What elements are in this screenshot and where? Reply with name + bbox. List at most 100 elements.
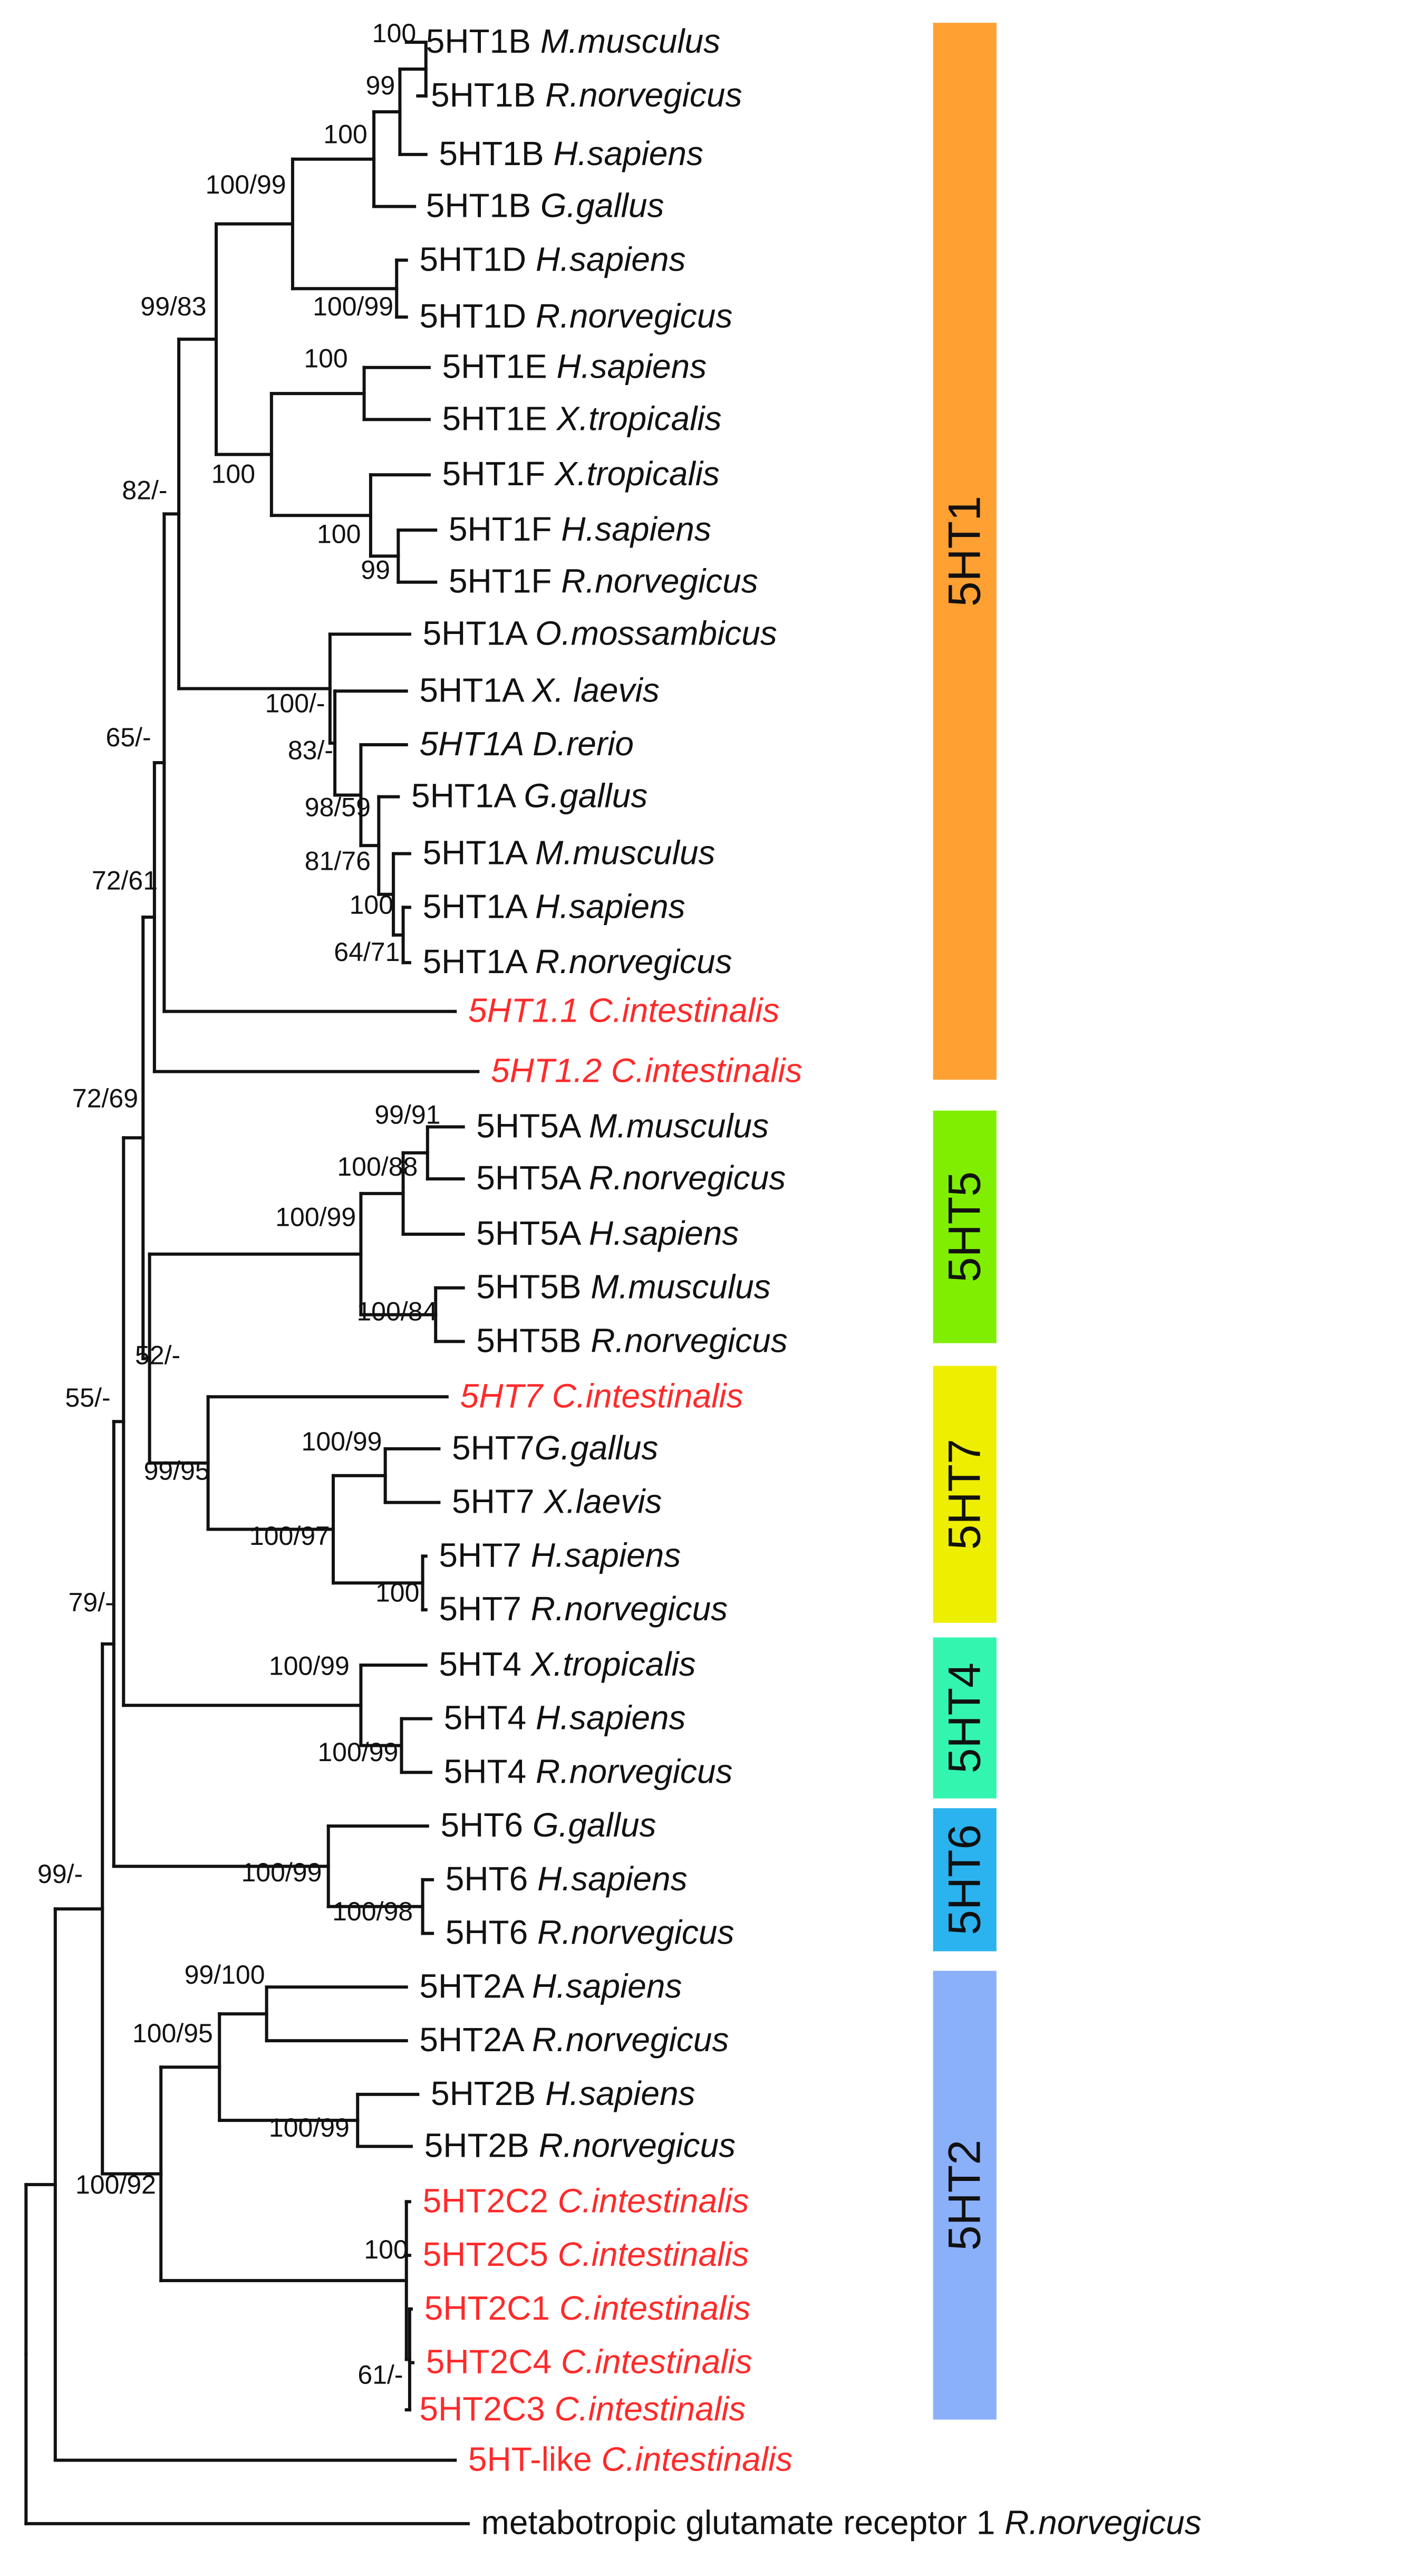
support-value-s_2c_sub: 61/-	[357, 2360, 403, 2390]
taxon-label-t_1a_om: 5HT1A O.mossambicus	[423, 614, 777, 652]
taxon-label-t_5b_rn: 5HT5B R.norvegicus	[476, 1321, 787, 1359]
clade-bar-5ht4	[933, 1637, 997, 1799]
species-name: R.norvegicus	[532, 2021, 729, 2059]
support-value-s_7_hsrn: 100	[375, 1578, 419, 1608]
taxon-label-t_1a_rn: 5HT1A R.norvegicus	[423, 943, 732, 981]
species-name: R.norvegicus	[1004, 2504, 1202, 2542]
gene-name: metabotropic glutamate receptor 1	[481, 2504, 1005, 2542]
taxon-label-t_5b_mm: 5HT5B M.musculus	[476, 1268, 770, 1306]
species-name: M.musculus	[589, 1107, 769, 1145]
gene-name: 5HT2A	[419, 2021, 531, 2059]
species-name: R.norvegicus	[545, 76, 742, 114]
taxon-label-t_1f_rn: 5HT1F R.norvegicus	[449, 562, 758, 600]
gene-name: 5HT1B	[426, 187, 540, 225]
taxon-label-t_7_gg: 5HT7G.gallus	[452, 1429, 658, 1467]
support-value-s_1b_mmrnhs: 99	[366, 71, 395, 100]
gene-name: 5HT1A	[411, 777, 524, 815]
tree-branches	[24, 41, 480, 2525]
support-values: 10099100100/99100/991009910010099/83100/…	[37, 18, 440, 2389]
species-name: H.sapiens	[536, 1699, 686, 1737]
taxon-label-t_6_hs: 5HT6 H.sapiens	[446, 1860, 688, 1898]
species-name: R.norvegicus	[535, 943, 732, 981]
support-value-s_1a_top: 100/-	[265, 688, 325, 718]
gene-name: 5HT1F	[442, 455, 555, 493]
support-value-s_1b_mmrn: 100	[372, 18, 416, 48]
taxon-label-t_6_rn: 5HT6 R.norvegicus	[446, 1914, 735, 1952]
gene-name: 5HT1B	[431, 76, 545, 114]
clade-bar-5ht5	[933, 1110, 997, 1343]
taxon-label-t_1a_xl: 5HT1A X. laevis	[419, 671, 659, 709]
species-name: C.intestinalis	[554, 2390, 746, 2428]
clade-bars: 5HT1 5HT5 5HT7 5HT4 5HT6 5HT2	[933, 23, 997, 2420]
species-name: R.norvegicus	[536, 1752, 733, 1790]
taxon-label-t_4_xt: 5HT4 X.tropicalis	[439, 1645, 695, 1683]
species-name: C.intestinalis	[561, 2343, 752, 2381]
gene-name: 5HT4	[444, 1752, 536, 1790]
species-name: M.musculus	[591, 1268, 770, 1306]
gene-name: 5HT1A	[423, 834, 535, 872]
clade-label-5ht6: 5HT6	[940, 1824, 990, 1935]
gene-name: 5HT1D	[419, 240, 536, 278]
clade-label-5ht5: 5HT5	[940, 1171, 990, 1282]
support-value-s_1f_hsrn: 99	[361, 555, 390, 585]
taxon-label-t_1a_dr: 5HT1A D.rerio	[419, 725, 634, 763]
gene-name: 5HT5A	[476, 1107, 588, 1145]
support-value-s_99: 99/-	[37, 1859, 83, 1889]
species-name: H.sapiens	[553, 134, 703, 172]
taxon-label-t_mglur: metabotropic glutamate receptor 1 R.norv…	[481, 2504, 1202, 2542]
gene-name: 5HT1D	[419, 297, 536, 335]
taxon-label-t_2a_rn: 5HT2A R.norvegicus	[419, 2021, 729, 2059]
species-name: H.sapiens	[531, 1536, 681, 1574]
taxon-label-t_7_rn: 5HT7 R.norvegicus	[439, 1590, 728, 1628]
gene-name: 5HT2C1	[424, 2289, 559, 2327]
gene-name: 5HT4	[444, 1699, 536, 1737]
gene-name: 5HT2B	[424, 2126, 539, 2164]
taxon-label-t_7_hs: 5HT7 H.sapiens	[439, 1536, 681, 1574]
gene-name: 5HT5B	[476, 1268, 591, 1306]
species-name: H.sapiens	[536, 240, 686, 278]
support-value-s_1ef: 100	[211, 459, 255, 489]
species-name: R.norvegicus	[561, 562, 758, 600]
gene-name: 5HT6	[446, 1914, 537, 1952]
gene-name: 5HT6	[440, 1806, 532, 1844]
species-name: R.norvegicus	[531, 1590, 728, 1628]
species-name: H.sapiens	[561, 510, 711, 548]
gene-name: 5HT1E	[442, 399, 557, 437]
support-value-s_2: 100/92	[75, 2170, 156, 2199]
gene-name: 5HT7	[452, 1483, 544, 1521]
support-value-s_52: 52/-	[135, 1341, 180, 1370]
gene-name: 5HT1.2	[491, 1052, 611, 1090]
species-name: X. laevis	[531, 671, 660, 709]
species-name: C.intestinalis	[552, 1377, 743, 1415]
species-name: R.norvegicus	[536, 297, 732, 335]
support-value-s_1f: 100	[317, 520, 361, 549]
support-value-s_1a_mam: 81/76	[305, 846, 371, 876]
species-name: G.gallus	[524, 777, 647, 815]
taxon-label-t_2b_hs: 5HT2B H.sapiens	[431, 2074, 695, 2112]
gene-name: 5HT-like	[468, 2440, 602, 2478]
support-value-s_2ab: 100/95	[132, 2018, 213, 2048]
taxon-label-t_7_xl: 5HT7 X.laevis	[452, 1483, 662, 1521]
species-name: H.sapiens	[532, 1967, 682, 2005]
support-value-s_2b: 100/99	[269, 2113, 350, 2142]
taxon-label-t_2c4_ci: 5HT2C4 C.intestinalis	[426, 2343, 752, 2381]
support-value-s_5ab: 100/99	[275, 1203, 356, 1232]
species-name: O.mossambicus	[535, 614, 777, 652]
clade-bar-5ht7	[933, 1366, 997, 1623]
support-value-s_5a: 100/88	[337, 1152, 418, 1181]
species-name: H.sapiens	[537, 1860, 688, 1898]
support-value-s_5ht1: 82/-	[122, 475, 167, 505]
clade-bar-5ht2	[933, 1971, 997, 2420]
taxon-label-t_1e_xt: 5HT1E X.tropicalis	[442, 399, 722, 437]
species-name: X.tropicalis	[530, 1645, 696, 1683]
support-value-s_1a_gg: 98/59	[305, 793, 371, 822]
clade-label-5ht2: 5HT2	[940, 2140, 990, 2251]
taxon-label-t_like_ci: 5HT-like C.intestinalis	[468, 2440, 793, 2478]
species-name: C.intestinalis	[611, 1052, 803, 1090]
support-value-s_5ht1_12: 65/-	[106, 723, 151, 752]
clade-bar-5ht1	[933, 23, 997, 1080]
gene-name: 5HT5A	[476, 1214, 588, 1252]
gene-name: 5HT7	[439, 1536, 530, 1574]
species-name: H.sapiens	[557, 348, 707, 386]
